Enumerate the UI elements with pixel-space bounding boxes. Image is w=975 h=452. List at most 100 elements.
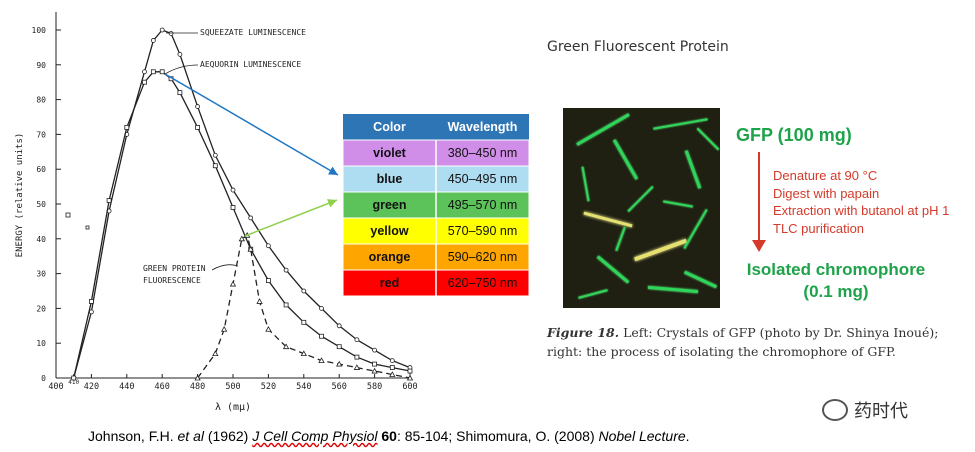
x-tick-label: 520 — [261, 382, 276, 392]
table-cell-range: 380–450 nm — [448, 146, 518, 160]
crystal — [684, 270, 717, 289]
data-point — [353, 364, 361, 370]
figure-caption: Figure 18. Left: Crystals of GFP (photo … — [547, 323, 972, 361]
crystal — [612, 139, 639, 180]
isolated-chromophore-line2: (0.1 mg) — [803, 282, 869, 301]
data-point — [301, 319, 307, 325]
data-point — [319, 305, 324, 311]
process-step: Extraction with butanol at pH 1 — [773, 203, 950, 218]
table-cell-color: red — [380, 276, 399, 290]
data-point — [256, 298, 263, 304]
data-point — [124, 125, 130, 130]
crystal — [696, 127, 720, 151]
data-point — [247, 245, 254, 252]
table-cell-color: blue — [377, 172, 403, 186]
table-cell-range: 450–495 nm — [448, 172, 518, 186]
data-point — [318, 357, 325, 363]
arrow-to-green-row — [244, 199, 338, 237]
x-tick-label: 540 — [296, 382, 311, 392]
x-tick-label: 600 — [402, 382, 417, 392]
annotation-leader — [211, 264, 239, 271]
data-point — [248, 215, 254, 221]
data-point — [389, 371, 396, 377]
data-point — [177, 51, 183, 57]
citation-etal: et al — [177, 428, 204, 444]
crystal — [683, 209, 708, 249]
gfp-panel-title: Green Fluorescent Protein — [547, 39, 729, 55]
citation-part: (1962) — [203, 428, 253, 444]
data-point — [319, 333, 324, 339]
table-cell-range: 495–570 nm — [448, 198, 518, 212]
y-tick-label: 20 — [36, 304, 46, 313]
x-tick-label: 580 — [367, 382, 382, 392]
data-point — [336, 360, 343, 367]
data-point — [389, 358, 395, 364]
data-point — [301, 288, 307, 294]
data-point — [194, 374, 201, 381]
data-point — [354, 337, 360, 343]
crystal — [615, 226, 626, 252]
y-tick-label: 0 — [41, 374, 46, 383]
figure-caption-text: Left: Crystals of GFP (photo by Dr. Shin… — [547, 325, 939, 359]
data-point — [220, 325, 228, 332]
table-cell-color: yellow — [370, 224, 408, 238]
annotation-gfp-line1: GREEN PROTEIN — [143, 264, 206, 273]
table-header-color: Color — [373, 120, 406, 134]
crystal — [578, 289, 608, 299]
figure-caption-label: Figure 18. — [547, 325, 620, 340]
y-tick-label: 80 — [36, 96, 46, 105]
data-point — [371, 367, 378, 374]
table-cell-range: 570–590 nm — [448, 224, 518, 238]
data-point — [229, 280, 237, 287]
data-point — [212, 163, 218, 169]
data-point — [89, 309, 94, 315]
annotation-leader — [164, 64, 199, 75]
crystal — [647, 285, 699, 294]
isolated-chromophore-line1: Isolated chromophore — [746, 260, 926, 279]
table-header-cell — [343, 114, 436, 140]
crystal — [627, 185, 654, 213]
table-header-wavelength: Wavelength — [448, 120, 518, 134]
watermark: 药时代 — [822, 397, 908, 423]
citation-part: Johnson, F.H. — [88, 428, 178, 444]
process-arrow-head-icon — [752, 240, 766, 252]
crystal — [684, 150, 702, 189]
data-point — [336, 323, 342, 329]
process-step: Digest with papain — [773, 185, 880, 201]
x-tick-label: 460 — [155, 382, 170, 392]
gfp-start-label: GFP (100 mg) — [736, 125, 852, 145]
crystal — [576, 113, 630, 146]
data-point — [195, 104, 201, 109]
crystal — [596, 255, 630, 284]
isolated-chromophore-label: Isolated chromophore (0.1 mg) — [736, 259, 936, 303]
data-point — [177, 90, 183, 96]
citation-part: . — [685, 428, 690, 444]
x-tick-label: 400 — [48, 382, 63, 392]
process-step: TLC purification — [773, 220, 865, 236]
crystal — [663, 200, 693, 208]
data-point — [150, 69, 156, 75]
data-point — [168, 31, 174, 36]
series-line — [73, 71, 411, 379]
data-point — [89, 299, 94, 304]
y-tick-label: 50 — [36, 200, 46, 209]
process-step: Denature at 90 °C — [773, 168, 878, 183]
data-point — [406, 374, 414, 381]
x-tick-label: 440 — [119, 382, 134, 392]
citation-part: : 85-104; Shimomura, O. (2008) — [396, 428, 599, 444]
data-point — [407, 368, 413, 374]
data-point — [230, 205, 236, 210]
crystal — [583, 211, 633, 228]
stray-mark — [65, 212, 71, 218]
data-point — [142, 69, 147, 75]
data-point — [389, 365, 395, 370]
data-point — [212, 350, 219, 357]
data-point — [159, 69, 165, 75]
data-point — [283, 302, 289, 308]
data-point — [372, 361, 378, 367]
y-tick-label: 10 — [36, 339, 46, 348]
data-point — [238, 235, 246, 242]
data-point — [212, 152, 218, 158]
wechat-icon — [822, 399, 848, 421]
